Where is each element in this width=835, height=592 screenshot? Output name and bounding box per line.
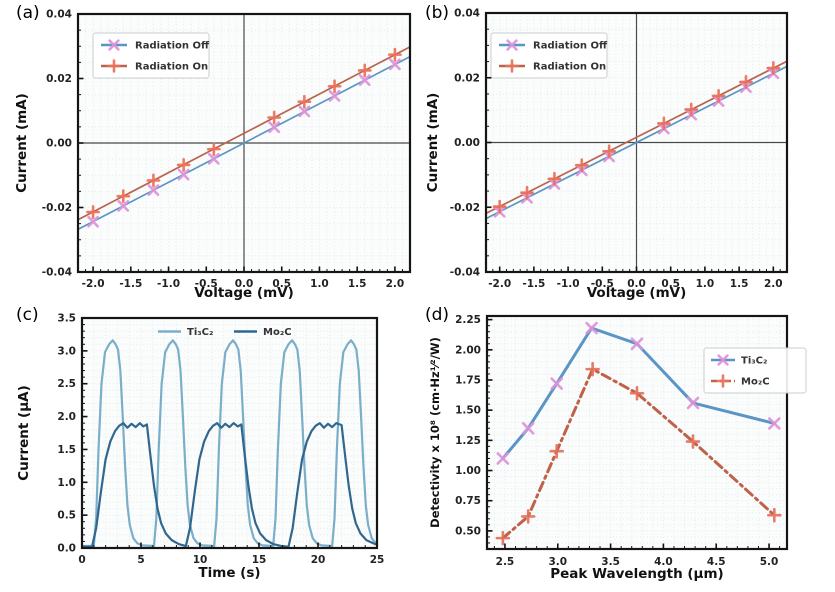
svg-text:Voltage (mV): Voltage (mV) xyxy=(587,285,687,301)
panel-b-tag: (b) xyxy=(425,3,450,23)
svg-text:-0.04: -0.04 xyxy=(450,267,480,279)
svg-text:-1.5: -1.5 xyxy=(522,278,545,290)
svg-text:-0.04: -0.04 xyxy=(42,267,72,279)
svg-text:3.5: 3.5 xyxy=(601,556,620,568)
svg-text:Radiation On: Radiation On xyxy=(533,62,606,73)
panel-d-chart: 2.5 3.0 3.5 4.0 4.5 5.0 2.25 2.00 1.75 1.50 1.25 1.… xyxy=(428,314,807,582)
svg-text:Peak Wavelength (μm): Peak Wavelength (μm) xyxy=(550,566,723,582)
svg-text:Radiation Off: Radiation Off xyxy=(135,41,210,52)
svg-text:0.5: 0.5 xyxy=(272,278,291,290)
svg-text:3.0: 3.0 xyxy=(57,345,76,357)
svg-text:Current (mA): Current (mA) xyxy=(14,93,30,193)
svg-text:0.5: 0.5 xyxy=(661,278,680,290)
svg-text:0.02: 0.02 xyxy=(454,72,480,84)
svg-text:1.75: 1.75 xyxy=(455,374,481,386)
svg-text:-2.0: -2.0 xyxy=(82,278,105,290)
svg-text:-0.02: -0.02 xyxy=(450,202,480,214)
panel-c: (c) 0 5 10 15 20 25 3.5 3.0 2.5 2.0 1.5 1.0 0.5 0.0 Ti… xyxy=(0,296,417,592)
svg-text:-0.5: -0.5 xyxy=(195,278,218,290)
svg-text:Current (mA): Current (mA) xyxy=(425,93,441,193)
svg-text:5: 5 xyxy=(137,554,144,566)
svg-text:Detectivity x 10⁸ (cm·Hz¹⁄²/W): Detectivity x 10⁸ (cm·Hz¹⁄²/W) xyxy=(428,337,442,528)
svg-text:0.02: 0.02 xyxy=(46,73,72,85)
svg-text:Radiation On: Radiation On xyxy=(135,62,208,73)
panel-d: (d) 2.5 3.0 3.5 4.0 4.5 5.0 2.25 2.00 1.75 1.50 1.… xyxy=(417,296,835,592)
svg-text:0.0: 0.0 xyxy=(57,543,76,555)
svg-text:0.5: 0.5 xyxy=(57,510,76,522)
svg-text:-0.5: -0.5 xyxy=(591,278,614,290)
svg-text:1.50: 1.50 xyxy=(455,405,481,417)
svg-text:0.00: 0.00 xyxy=(46,138,72,150)
svg-text:3.5: 3.5 xyxy=(57,313,76,325)
svg-text:4.0: 4.0 xyxy=(654,556,673,568)
svg-text:2.5: 2.5 xyxy=(496,556,515,568)
svg-text:1.25: 1.25 xyxy=(455,435,481,447)
svg-text:3.0: 3.0 xyxy=(548,556,567,568)
svg-text:0.75: 0.75 xyxy=(455,495,481,507)
panel-b-chart: -2.0 -1.5 -1.0 -0.5 0.0 0.5 1.0 1.5 2.0 0.04 0.02 0… xyxy=(425,8,789,301)
svg-text:0.50: 0.50 xyxy=(455,525,481,537)
svg-text:2.0: 2.0 xyxy=(57,411,76,423)
svg-text:2.0: 2.0 xyxy=(764,278,783,290)
svg-text:0.04: 0.04 xyxy=(46,9,72,21)
panel-a-chart: -2.0 -1.5 -1.0 -0.5 0.0 0.5 1.0 1.5 2.0 0.04 0.02 0… xyxy=(14,9,412,301)
svg-text:0.00: 0.00 xyxy=(454,137,480,149)
svg-text:Ti₃C₂: Ti₃C₂ xyxy=(741,356,767,367)
svg-text:Time (s): Time (s) xyxy=(198,565,260,581)
panel-b: (b) -2.0 -1.5 -1.0 -0.5 0.0 0.5 1.0 1.5 2.0 0.04 0… xyxy=(417,0,835,301)
svg-text:15: 15 xyxy=(252,554,267,566)
svg-text:Ti₃C₂: Ti₃C₂ xyxy=(187,327,213,338)
svg-text:1.0: 1.0 xyxy=(57,477,76,489)
panel-d-tag: (d) xyxy=(425,305,450,325)
panel-a-tag: (a) xyxy=(16,3,40,23)
svg-text:1.5: 1.5 xyxy=(57,444,76,456)
svg-text:10: 10 xyxy=(193,554,208,566)
svg-text:0.0: 0.0 xyxy=(235,278,254,290)
svg-text:Mo₂C: Mo₂C xyxy=(263,327,292,338)
svg-text:4.5: 4.5 xyxy=(707,556,726,568)
svg-text:2.5: 2.5 xyxy=(57,378,76,390)
svg-text:Radiation Off: Radiation Off xyxy=(533,41,608,52)
svg-text:1.0: 1.0 xyxy=(696,278,715,290)
panel-c-chart: 0 5 10 15 20 25 3.5 3.0 2.5 2.0 1.5 1.0 0.5 0.0 Time (… xyxy=(16,313,385,582)
svg-text:20: 20 xyxy=(311,554,326,566)
panel-a: (a) -2.0 -1.5 -1.0 -0.5 0.0 0.5 1.0 1.5 2.0 0.04 0… xyxy=(0,0,417,301)
svg-text:Current (μA): Current (μA) xyxy=(16,385,32,480)
svg-text:5.0: 5.0 xyxy=(760,556,779,568)
svg-text:2.0: 2.0 xyxy=(386,278,405,290)
svg-text:-1.0: -1.0 xyxy=(157,278,180,290)
svg-text:0: 0 xyxy=(78,554,85,566)
svg-text:1.00: 1.00 xyxy=(455,465,481,477)
svg-text:-2.0: -2.0 xyxy=(488,278,511,290)
svg-text:-1.5: -1.5 xyxy=(119,278,142,290)
svg-text:-1.0: -1.0 xyxy=(557,278,580,290)
svg-text:2.25: 2.25 xyxy=(455,314,481,326)
svg-text:1.5: 1.5 xyxy=(730,278,749,290)
svg-text:2.00: 2.00 xyxy=(455,344,481,356)
svg-text:0.04: 0.04 xyxy=(454,8,480,20)
svg-text:Voltage (mV): Voltage (mV) xyxy=(194,285,294,301)
svg-text:Mo₂C: Mo₂C xyxy=(741,377,770,388)
svg-text:1.0: 1.0 xyxy=(310,278,329,290)
svg-text:25: 25 xyxy=(370,554,385,566)
svg-text:1.5: 1.5 xyxy=(348,278,367,290)
panel-c-tag: (c) xyxy=(16,305,39,325)
svg-text:-0.02: -0.02 xyxy=(42,202,72,214)
svg-text:0.0: 0.0 xyxy=(627,278,646,290)
